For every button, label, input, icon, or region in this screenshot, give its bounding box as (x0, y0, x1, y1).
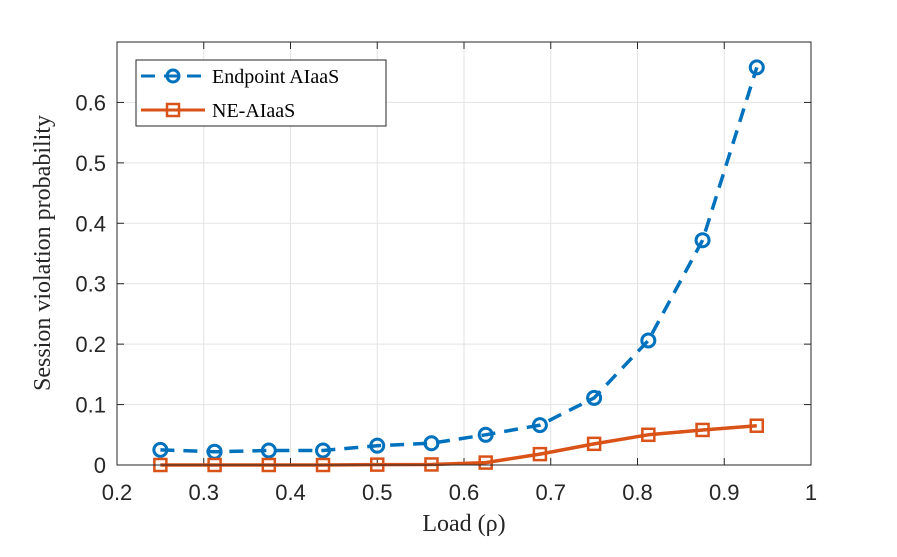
data-point-endpoint-aiaas (640, 332, 657, 349)
plot-frame (116, 41, 812, 466)
data-point-endpoint-aiaas (748, 59, 765, 76)
data-point-ne-aiaas (532, 446, 548, 462)
x-tick-label: 0.4 (275, 480, 306, 505)
data-point-endpoint-aiaas (477, 426, 494, 443)
data-point-endpoint-aiaas (152, 441, 169, 458)
y-tick-label: 0.5 (75, 151, 106, 176)
series-line-endpoint-aiaas (160, 66, 759, 454)
data-point-endpoint-aiaas (369, 437, 386, 454)
x-tick-label: 0.5 (362, 480, 393, 505)
ticks: 0.2 0.3 0.4 0.5 0.6 0.7 0.8 0.9 1 0 0.1 0.2 0.3 0.4 0.… (75, 42, 817, 505)
data-point-endpoint-aiaas (315, 442, 332, 459)
y-tick-label: 0.6 (75, 90, 106, 115)
data-point-ne-aiaas (641, 427, 656, 443)
data-point-ne-aiaas (424, 457, 439, 472)
y-axis-title: Session violation probability (30, 115, 56, 391)
data-point-ne-aiaas (478, 455, 493, 470)
x-tick-label: 0.3 (188, 480, 219, 505)
data-point-endpoint-aiaas (694, 232, 711, 249)
y-tick-label: 0.4 (75, 211, 106, 236)
legend-label-ne-aiaas: NE-AIaaS (212, 100, 295, 122)
legend-marker-endpoint-aiaas (165, 68, 181, 84)
y-tick-label: 0.1 (75, 393, 106, 418)
data-point-ne-aiaas (695, 422, 710, 438)
x-tick-label: 1 (805, 480, 817, 505)
data-point-endpoint-aiaas (531, 417, 548, 434)
legend-marker-ne-aiaas (165, 102, 181, 118)
data-point-endpoint-aiaas (260, 442, 277, 459)
data-point-endpoint-aiaas (423, 435, 440, 452)
data-point-endpoint-aiaas (586, 389, 603, 406)
y-tick-label: 0 (94, 453, 106, 478)
y-tick-label: 0.3 (75, 272, 106, 297)
y-tick-label: 0.2 (75, 332, 106, 357)
x-tick-label: 0.9 (709, 480, 740, 505)
legend: Endpoint AIaaS NE-AIaaS (135, 59, 387, 127)
data-point-ne-aiaas (749, 418, 765, 433)
x-tick-label: 0.8 (622, 480, 653, 505)
x-axis-title: Load (ρ) (422, 511, 505, 537)
legend-label-endpoint-aiaas: Endpoint AIaaS (212, 66, 339, 88)
x-tick-label: 0.7 (535, 480, 566, 505)
x-tick-label: 0.2 (102, 480, 133, 505)
data-point-ne-aiaas (586, 436, 602, 452)
x-tick-label: 0.6 (449, 480, 480, 505)
